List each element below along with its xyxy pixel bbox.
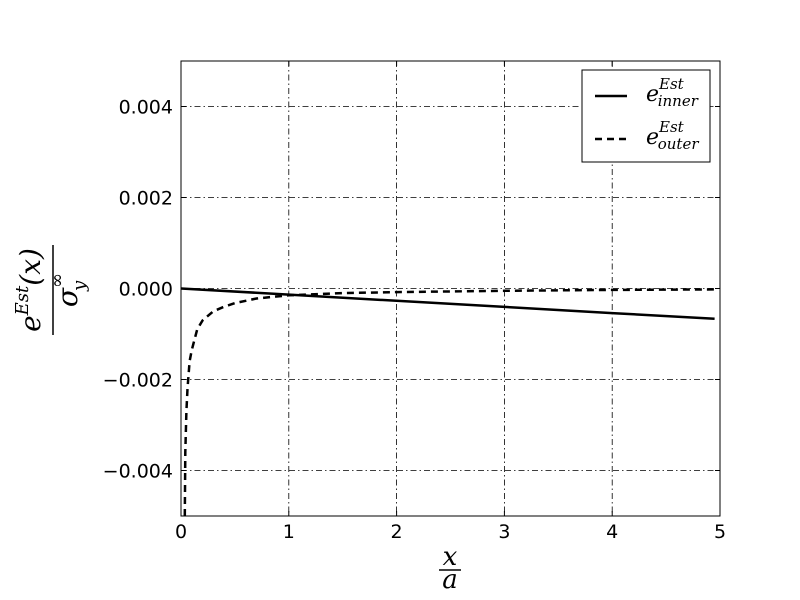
- y-label-den-sup: ∞: [47, 273, 68, 288]
- legend-inner-sup: Est: [658, 75, 685, 93]
- series-layer: [181, 287, 715, 516]
- y-axis-label-numerator: eEst(x): [12, 248, 47, 332]
- legend-outer-sub: outer: [658, 135, 700, 153]
- x-tick-label: 3: [498, 521, 510, 543]
- legend-outer-base: e: [646, 125, 659, 150]
- series-line-inner: [181, 287, 715, 321]
- y-tick-label: −0.004: [103, 461, 173, 483]
- x-tick-label: 1: [283, 521, 295, 543]
- y-tick-label: 0.002: [119, 188, 173, 210]
- y-label-num-sup: Est: [12, 285, 33, 316]
- y-label-den-sub: y: [69, 280, 90, 292]
- legend-inner-base: e: [646, 82, 659, 107]
- legend-outer-sup: Est: [658, 118, 685, 136]
- y-tick-label: 0.000: [119, 279, 173, 301]
- x-tick-label: 2: [391, 521, 403, 543]
- x-axis-label-numerator: x: [443, 542, 458, 572]
- y-label-num-base: e: [14, 315, 47, 332]
- series-line-outer: [183, 288, 715, 516]
- y-label-num-arg: (x): [14, 248, 47, 286]
- y-tick-label: 0.004: [119, 97, 173, 119]
- x-tick-label: 5: [714, 521, 726, 543]
- legend-inner-sub: inner: [658, 92, 699, 110]
- legend: eEst inner eEst outer: [581, 69, 711, 163]
- legend-box: [581, 69, 711, 163]
- x-axis-label-denominator: a: [442, 565, 458, 595]
- y-axis-label-denominator: σ∞y: [47, 273, 90, 307]
- y-axis-label: eEst(x) σ∞y: [12, 245, 90, 335]
- ticks: 0 1 2 3 4 5 0.004 0.002 0.000 −0.002 −0.004: [103, 61, 726, 543]
- y-tick-label: −0.002: [103, 370, 173, 392]
- x-tick-label: 4: [606, 521, 618, 543]
- x-axis-label: x a: [439, 542, 461, 595]
- legend-label-inner: eEst inner: [646, 75, 699, 110]
- legend-label-outer: eEst outer: [646, 118, 699, 153]
- x-tick-label: 0: [175, 521, 187, 543]
- y-label-den-base: σ: [51, 287, 84, 307]
